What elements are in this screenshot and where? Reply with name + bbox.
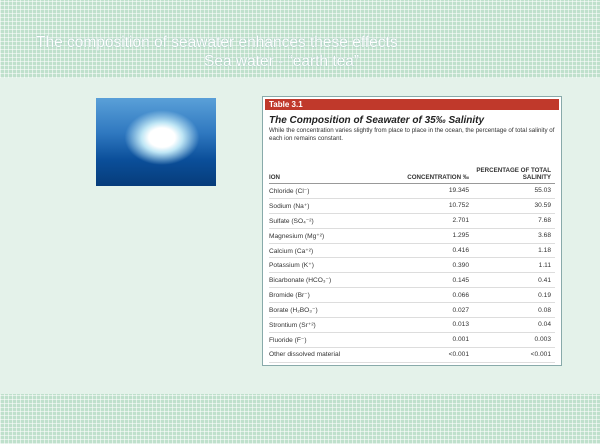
table-cell: 0.066 — [452, 291, 469, 299]
table-cell: 0.027 — [452, 306, 469, 314]
table-label: Table 3.1 — [265, 99, 559, 110]
table-cell: 3.68 — [538, 232, 551, 240]
table-cell: Sodium (Na⁺) — [269, 202, 310, 210]
table-title: The Composition of Seawater of 35‰ Salin… — [269, 115, 485, 126]
table-row: Fluoride (F⁻) 0.001 0.003 — [269, 333, 555, 348]
table-cell: 0.41 — [538, 276, 551, 284]
table-cell: 19.345 — [448, 187, 469, 195]
table-row: Borate (H₂BO₃⁻) 0.027 0.08 — [269, 303, 555, 319]
table-row: Bicarbonate (HCO₃⁻) 0.145 0.41 — [269, 273, 555, 289]
table-cell: Bicarbonate (HCO₃⁻) — [269, 277, 332, 285]
slide-subtitle: Sea water - “earth tea” — [204, 53, 360, 70]
column-header: PERCENTAGE OF TOTAL SALINITY — [476, 167, 551, 181]
table-row: Potassium (K⁺) 0.390 1.11 — [269, 258, 555, 274]
table-cell: 0.416 — [452, 247, 469, 254]
table-image: Table 3.1 The Composition of Seawater of… — [262, 96, 562, 366]
column-header: CONCENTRATION ‰ — [407, 174, 469, 181]
table-cell: Strontium (Sr⁺²) — [269, 321, 316, 329]
table-cell: Chloride (Cl⁻) — [269, 187, 310, 195]
column-header: ION — [269, 174, 281, 181]
table-cell: 0.001 — [452, 336, 469, 344]
table-row: Sodium (Na⁺) 10.752 30.59 — [269, 199, 555, 214]
table-cell: Potassium (K⁺) — [269, 262, 314, 270]
header-band — [0, 0, 600, 78]
table-cell: Magnesium (Mg⁺²) — [269, 232, 325, 240]
table-row: Bromide (Br⁻) 0.066 0.19 — [269, 288, 555, 304]
table-cell: 10.752 — [448, 202, 469, 210]
slide-title: The composition of seawater enhances the… — [36, 34, 398, 51]
table-cell: Other dissolved material — [269, 351, 341, 359]
table-row: Sulfate (SO₄⁻²) 2.701 7.68 — [269, 214, 555, 229]
table-cell: 2.701 — [452, 217, 469, 225]
table-row: Magnesium (Mg⁺²) 1.295 3.68 — [269, 229, 555, 244]
table-cell: 0.08 — [538, 306, 551, 314]
table-cell: 30.59 — [534, 202, 551, 210]
table-cell: 0.145 — [452, 276, 469, 284]
table-cell: Calcium (Ca⁺²) — [269, 247, 314, 255]
wave-image — [96, 98, 216, 186]
table-cell: 0.013 — [452, 321, 469, 329]
table-cell: Fluoride (F⁻) — [269, 336, 307, 344]
table-cell: 7.68 — [538, 217, 551, 225]
table-row: Calcium (Ca⁺²) 0.416 1.18 — [269, 244, 555, 259]
table-cell: 0.390 — [452, 261, 469, 269]
table-cell: Borate (H₂BO₃⁻) — [269, 307, 318, 315]
table-cell: 0.04 — [538, 321, 551, 329]
table-cell: Sulfate (SO₄⁻²) — [269, 217, 314, 225]
table-cell: Bromide (Br⁻) — [269, 292, 310, 300]
table-cell: 0.003 — [534, 336, 551, 344]
table-cell: <0.001 — [448, 351, 469, 359]
table-header-row: ION CONCENTRATION ‰ PERCENTAGE OF TOTAL SA… — [269, 161, 555, 184]
table-grid: ION CONCENTRATION ‰ PERCENTAGE OF TOTAL SA… — [269, 161, 555, 363]
table-row: Strontium (Sr⁺²) 0.013 0.04 — [269, 318, 555, 333]
table-cell: 1.295 — [452, 232, 469, 240]
table-cell: 0.19 — [538, 291, 551, 299]
table-cell: 1.11 — [538, 261, 551, 269]
table-cell: 1.18 — [538, 247, 551, 254]
table-row: Chloride (Cl⁻) 19.345 55.03 — [269, 184, 555, 199]
table-cell: 55.03 — [534, 187, 551, 195]
table-description: While the concentration varies slightly … — [269, 127, 555, 142]
footer-band — [0, 394, 600, 444]
table-row: Other dissolved material <0.001 <0.001 — [269, 348, 555, 363]
table-cell: <0.001 — [530, 351, 551, 359]
